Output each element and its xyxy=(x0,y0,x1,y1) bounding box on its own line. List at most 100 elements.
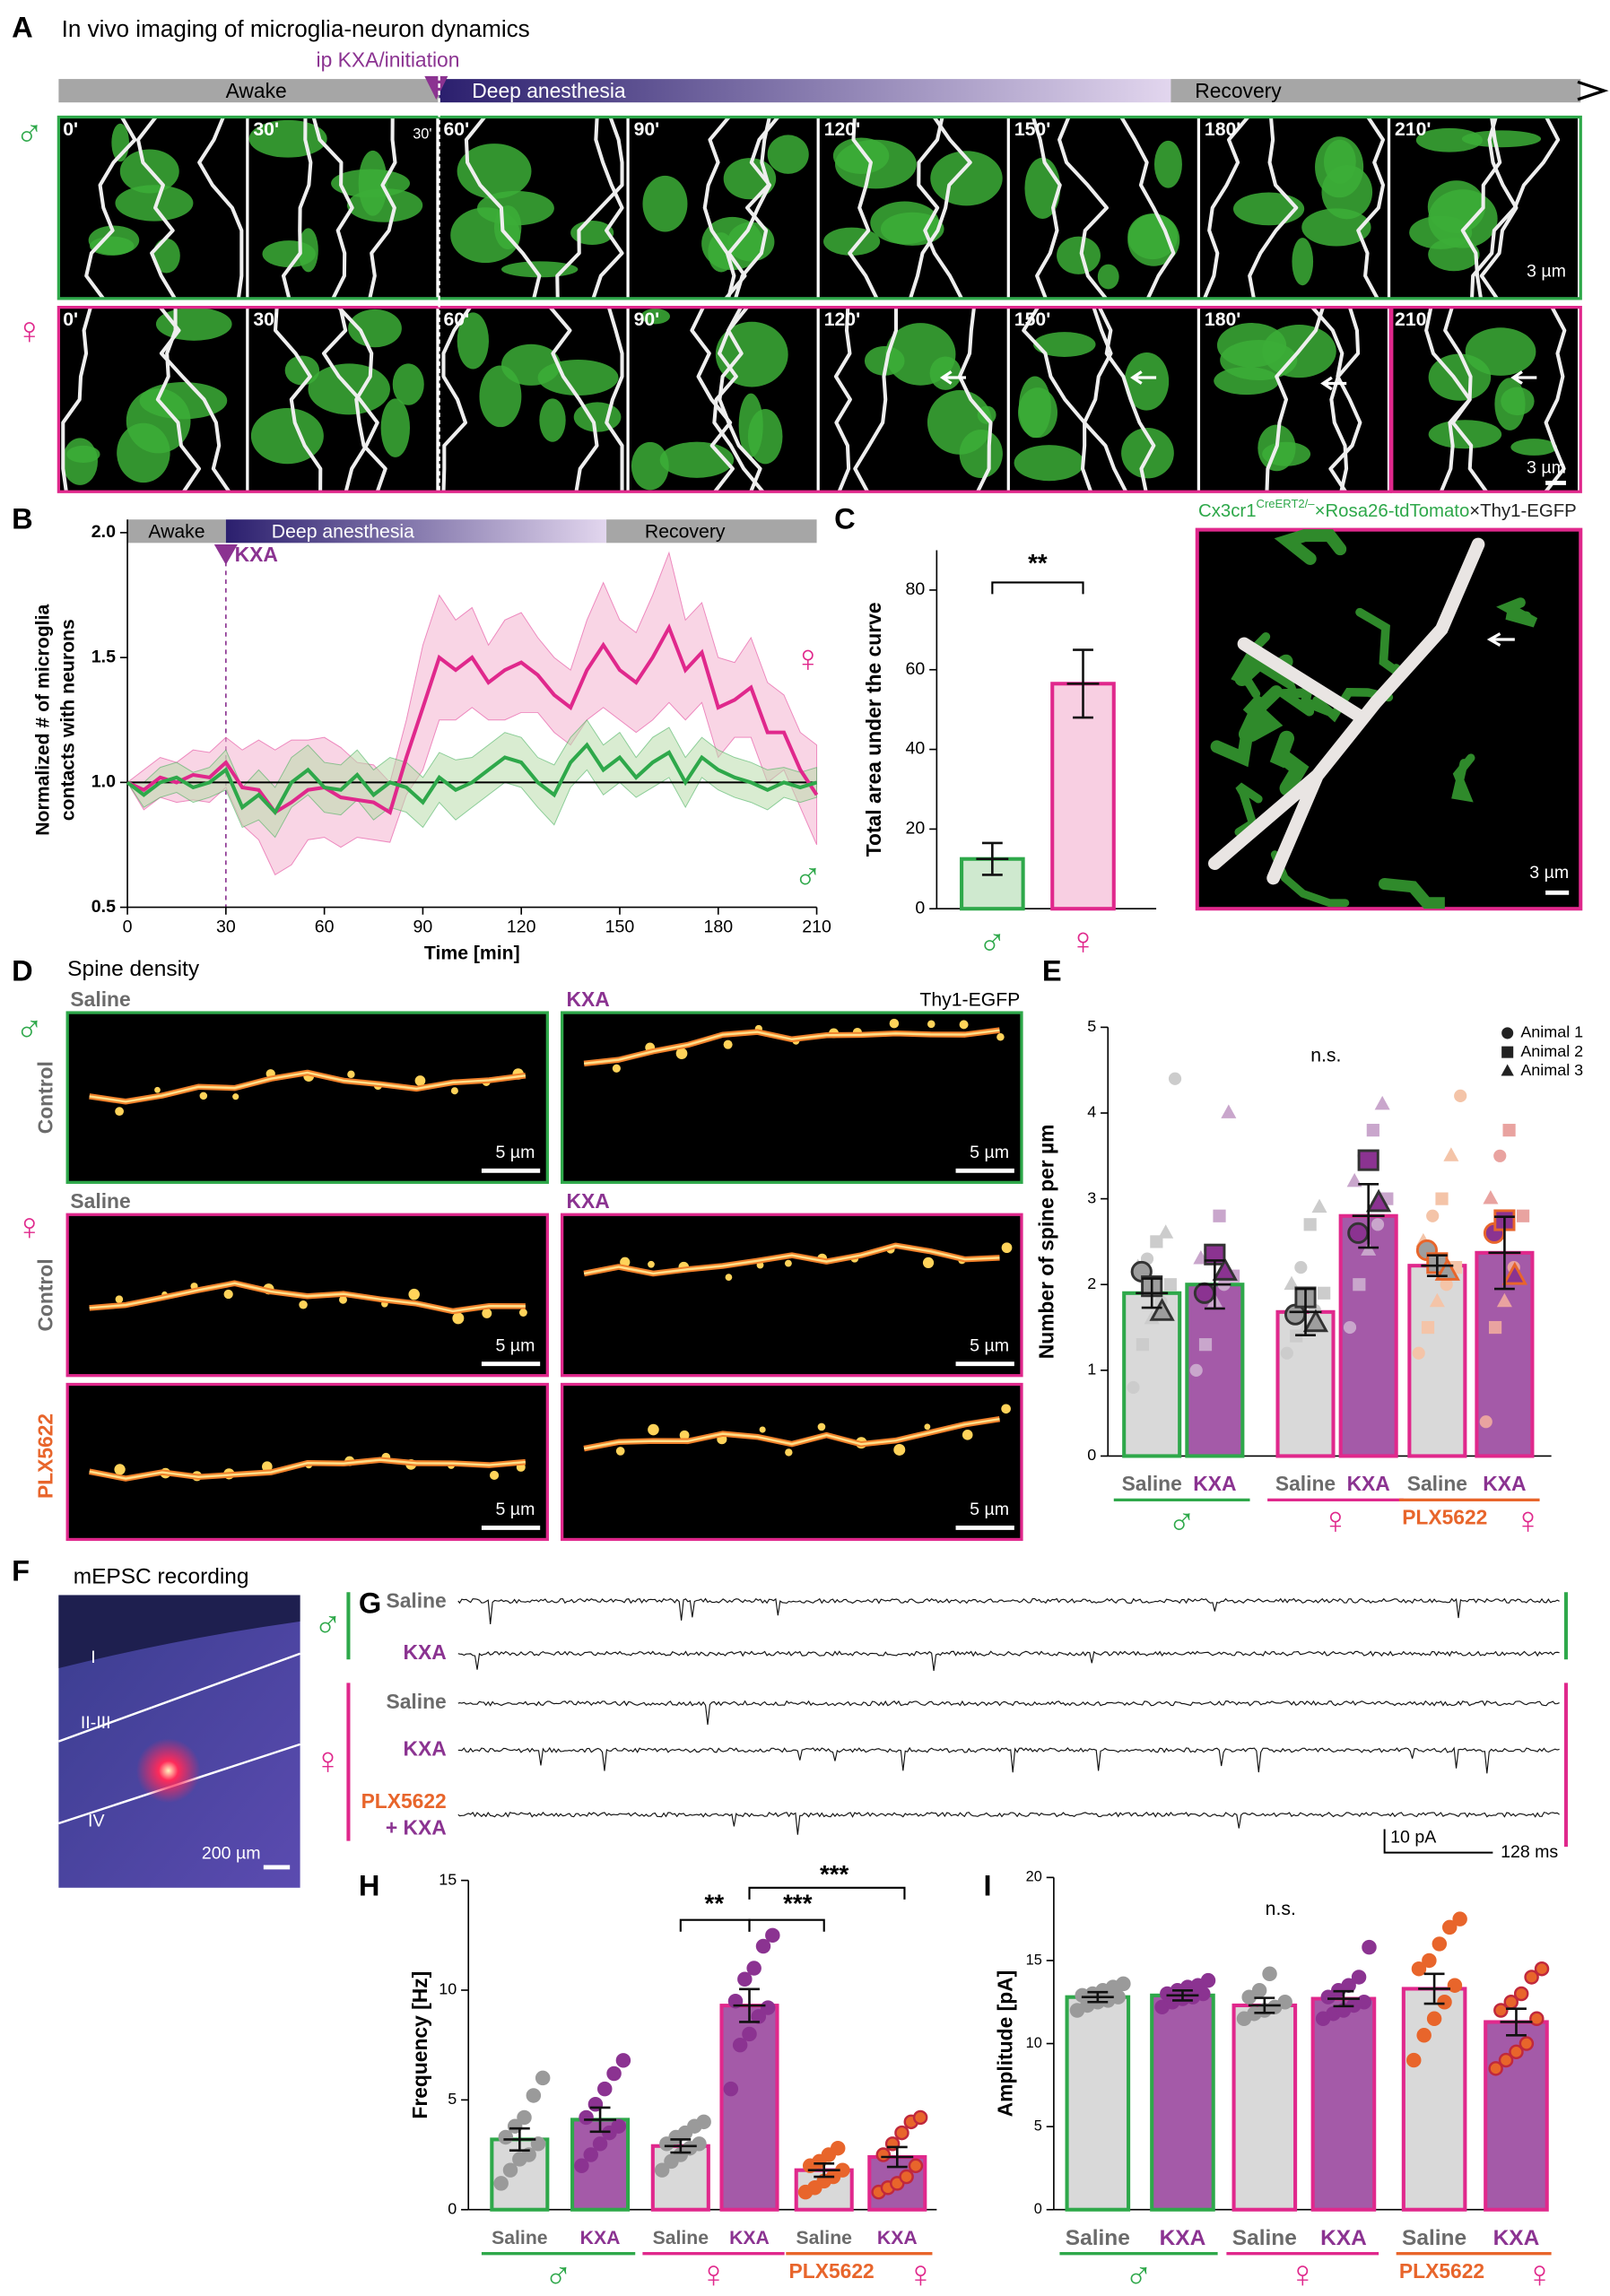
data-point xyxy=(1351,1970,1367,1985)
data-point xyxy=(1280,1346,1293,1360)
data-point xyxy=(727,1993,744,2009)
sex-symbol: ♂ xyxy=(15,1006,44,1048)
pia xyxy=(58,1595,300,1669)
layer-label: II-III xyxy=(81,1713,111,1733)
microglia xyxy=(747,408,783,465)
annotation: ** xyxy=(705,1890,725,1918)
y-tick-label: 5 xyxy=(1087,1017,1096,1035)
group-label: ♀ xyxy=(1514,1500,1543,1542)
data-point xyxy=(755,1938,771,1954)
time-label: 60' xyxy=(443,119,469,140)
group-label: PLX5622 xyxy=(789,2259,875,2283)
data-point xyxy=(1320,1989,1336,2005)
panel-title: mEPSC recording xyxy=(74,1564,249,1588)
data-point xyxy=(1366,1124,1379,1137)
dendrite xyxy=(368,117,397,300)
data-point xyxy=(1262,1966,1277,1982)
microglia xyxy=(392,363,424,405)
data-point xyxy=(498,2129,514,2145)
x-tick-label: KXA xyxy=(1160,2226,1206,2250)
x-tick-label: 210 xyxy=(802,918,831,937)
panel-title: Spine density xyxy=(67,957,200,981)
microglia xyxy=(457,312,489,370)
group-label: PLX5622 xyxy=(1402,1506,1487,1529)
data-point xyxy=(1343,1320,1357,1335)
data-point xyxy=(830,2140,846,2156)
spine xyxy=(518,1309,527,1317)
data-point xyxy=(1493,1149,1507,1162)
data-point xyxy=(1200,1972,1216,1988)
data-point xyxy=(692,2136,707,2152)
panel-letter: C xyxy=(834,501,856,535)
error-bar xyxy=(1066,648,1100,719)
data-point xyxy=(1406,2052,1422,2068)
data-point xyxy=(1136,1338,1149,1352)
dendrite xyxy=(61,307,92,492)
x-tick-label: KXA xyxy=(1193,1472,1236,1495)
error-bar xyxy=(807,2162,840,2179)
x-tick-label: KXA xyxy=(1493,2226,1540,2250)
microglia xyxy=(573,402,622,432)
data-point xyxy=(737,1971,753,1987)
error-bar xyxy=(1081,1990,1114,2004)
data-point xyxy=(592,2136,608,2152)
data-point xyxy=(1426,1209,1440,1222)
y-tick-label: 15 xyxy=(1026,1952,1042,1968)
data-point xyxy=(1284,1275,1300,1291)
spine xyxy=(408,1288,420,1300)
phase-bar xyxy=(225,519,607,544)
data-point xyxy=(1435,1192,1449,1205)
y-tick-label: 0 xyxy=(1087,1446,1096,1464)
header-part: ×Rosa26-tdTomato xyxy=(1315,501,1470,521)
data-point xyxy=(535,2070,551,2086)
dendrite xyxy=(1544,306,1567,493)
arrow xyxy=(1510,370,1537,385)
time-label: 90' xyxy=(634,309,660,330)
microglia xyxy=(1415,127,1483,152)
animal-mean xyxy=(1365,1188,1392,1213)
data-point xyxy=(1509,2044,1524,2060)
error-bar xyxy=(1488,1215,1521,1291)
error-bar xyxy=(1327,1989,1360,2008)
dendrite xyxy=(1265,307,1325,492)
x-tick-label: Saline xyxy=(796,2228,852,2248)
dendrite xyxy=(273,307,323,492)
data-point xyxy=(493,2176,509,2191)
microglia xyxy=(1321,165,1373,220)
data-point xyxy=(615,2053,631,2068)
spine xyxy=(959,1020,969,1030)
line xyxy=(126,742,818,816)
phase-label: Awake xyxy=(226,79,287,102)
data-point xyxy=(1513,1986,1529,2002)
data-point xyxy=(1452,1911,1467,1926)
data-point xyxy=(1150,1235,1163,1248)
data-point xyxy=(517,2109,532,2126)
animal-mean xyxy=(1149,1298,1175,1321)
trace-label: KXA xyxy=(404,1736,447,1760)
data-point xyxy=(1443,1147,1459,1161)
data-point xyxy=(1426,2011,1442,2027)
data-point xyxy=(1277,1995,1292,2010)
spine xyxy=(154,1086,161,1093)
trace-label: Saline xyxy=(387,1690,447,1713)
phase-label: Deep anesthesia xyxy=(272,522,414,543)
dendrite-core xyxy=(89,1071,527,1103)
arrow xyxy=(1320,376,1347,391)
column-label: Saline xyxy=(70,987,130,1011)
dendrite xyxy=(555,116,624,299)
animal-mean xyxy=(1501,1261,1527,1285)
data-point xyxy=(696,2114,711,2130)
data-point xyxy=(912,2109,928,2126)
x-tick-label: Saline xyxy=(1122,1472,1182,1495)
bar xyxy=(1050,682,1116,911)
microglia-render xyxy=(1378,877,1445,909)
x-tick-label: KXA xyxy=(729,2228,770,2248)
spine xyxy=(785,1448,793,1457)
dendrite xyxy=(1310,306,1362,493)
microglia xyxy=(476,190,554,226)
phase-bar xyxy=(1171,79,1581,103)
legend-entry: Animal 3 xyxy=(1520,1061,1583,1079)
data-point xyxy=(1454,1089,1467,1102)
spine xyxy=(115,1107,124,1117)
